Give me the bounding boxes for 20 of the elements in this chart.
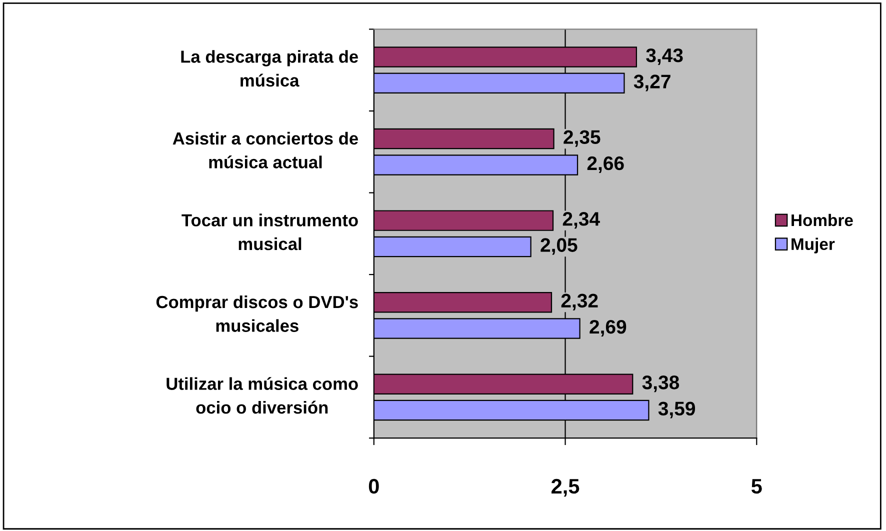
data-label: 2,66 <box>587 156 624 173</box>
data-label: 3,27 <box>634 74 670 92</box>
data-label: 2,32 <box>561 294 598 310</box>
y-tick-label: Asistir a conciertos de música actual <box>172 132 358 168</box>
data-label: 3,43 <box>646 48 683 66</box>
data-label: 3,59 <box>658 402 696 418</box>
data-label: 2,34 <box>562 212 600 229</box>
y-tick-label: Tocar un instrumento musical <box>182 214 358 250</box>
x-tick-label: 0 <box>368 478 379 494</box>
y-tick-label: Utilizar la música como ocio o diversión <box>166 377 358 414</box>
legend-label: Mujer <box>792 238 835 254</box>
y-tick-label: Comprar discos o DVD's musicales <box>156 295 358 332</box>
data-label: 2,05 <box>540 238 578 255</box>
legend-label: Hombre <box>792 214 853 226</box>
x-tick-label: 2,5 <box>552 478 580 497</box>
y-tick-label: La descarga pirata de música <box>181 50 358 87</box>
x-tick-label: 5 <box>751 479 762 494</box>
data-label: 2,35 <box>564 130 600 147</box>
data-label: 2,69 <box>590 320 626 337</box>
data-label: 3,38 <box>642 376 680 392</box>
